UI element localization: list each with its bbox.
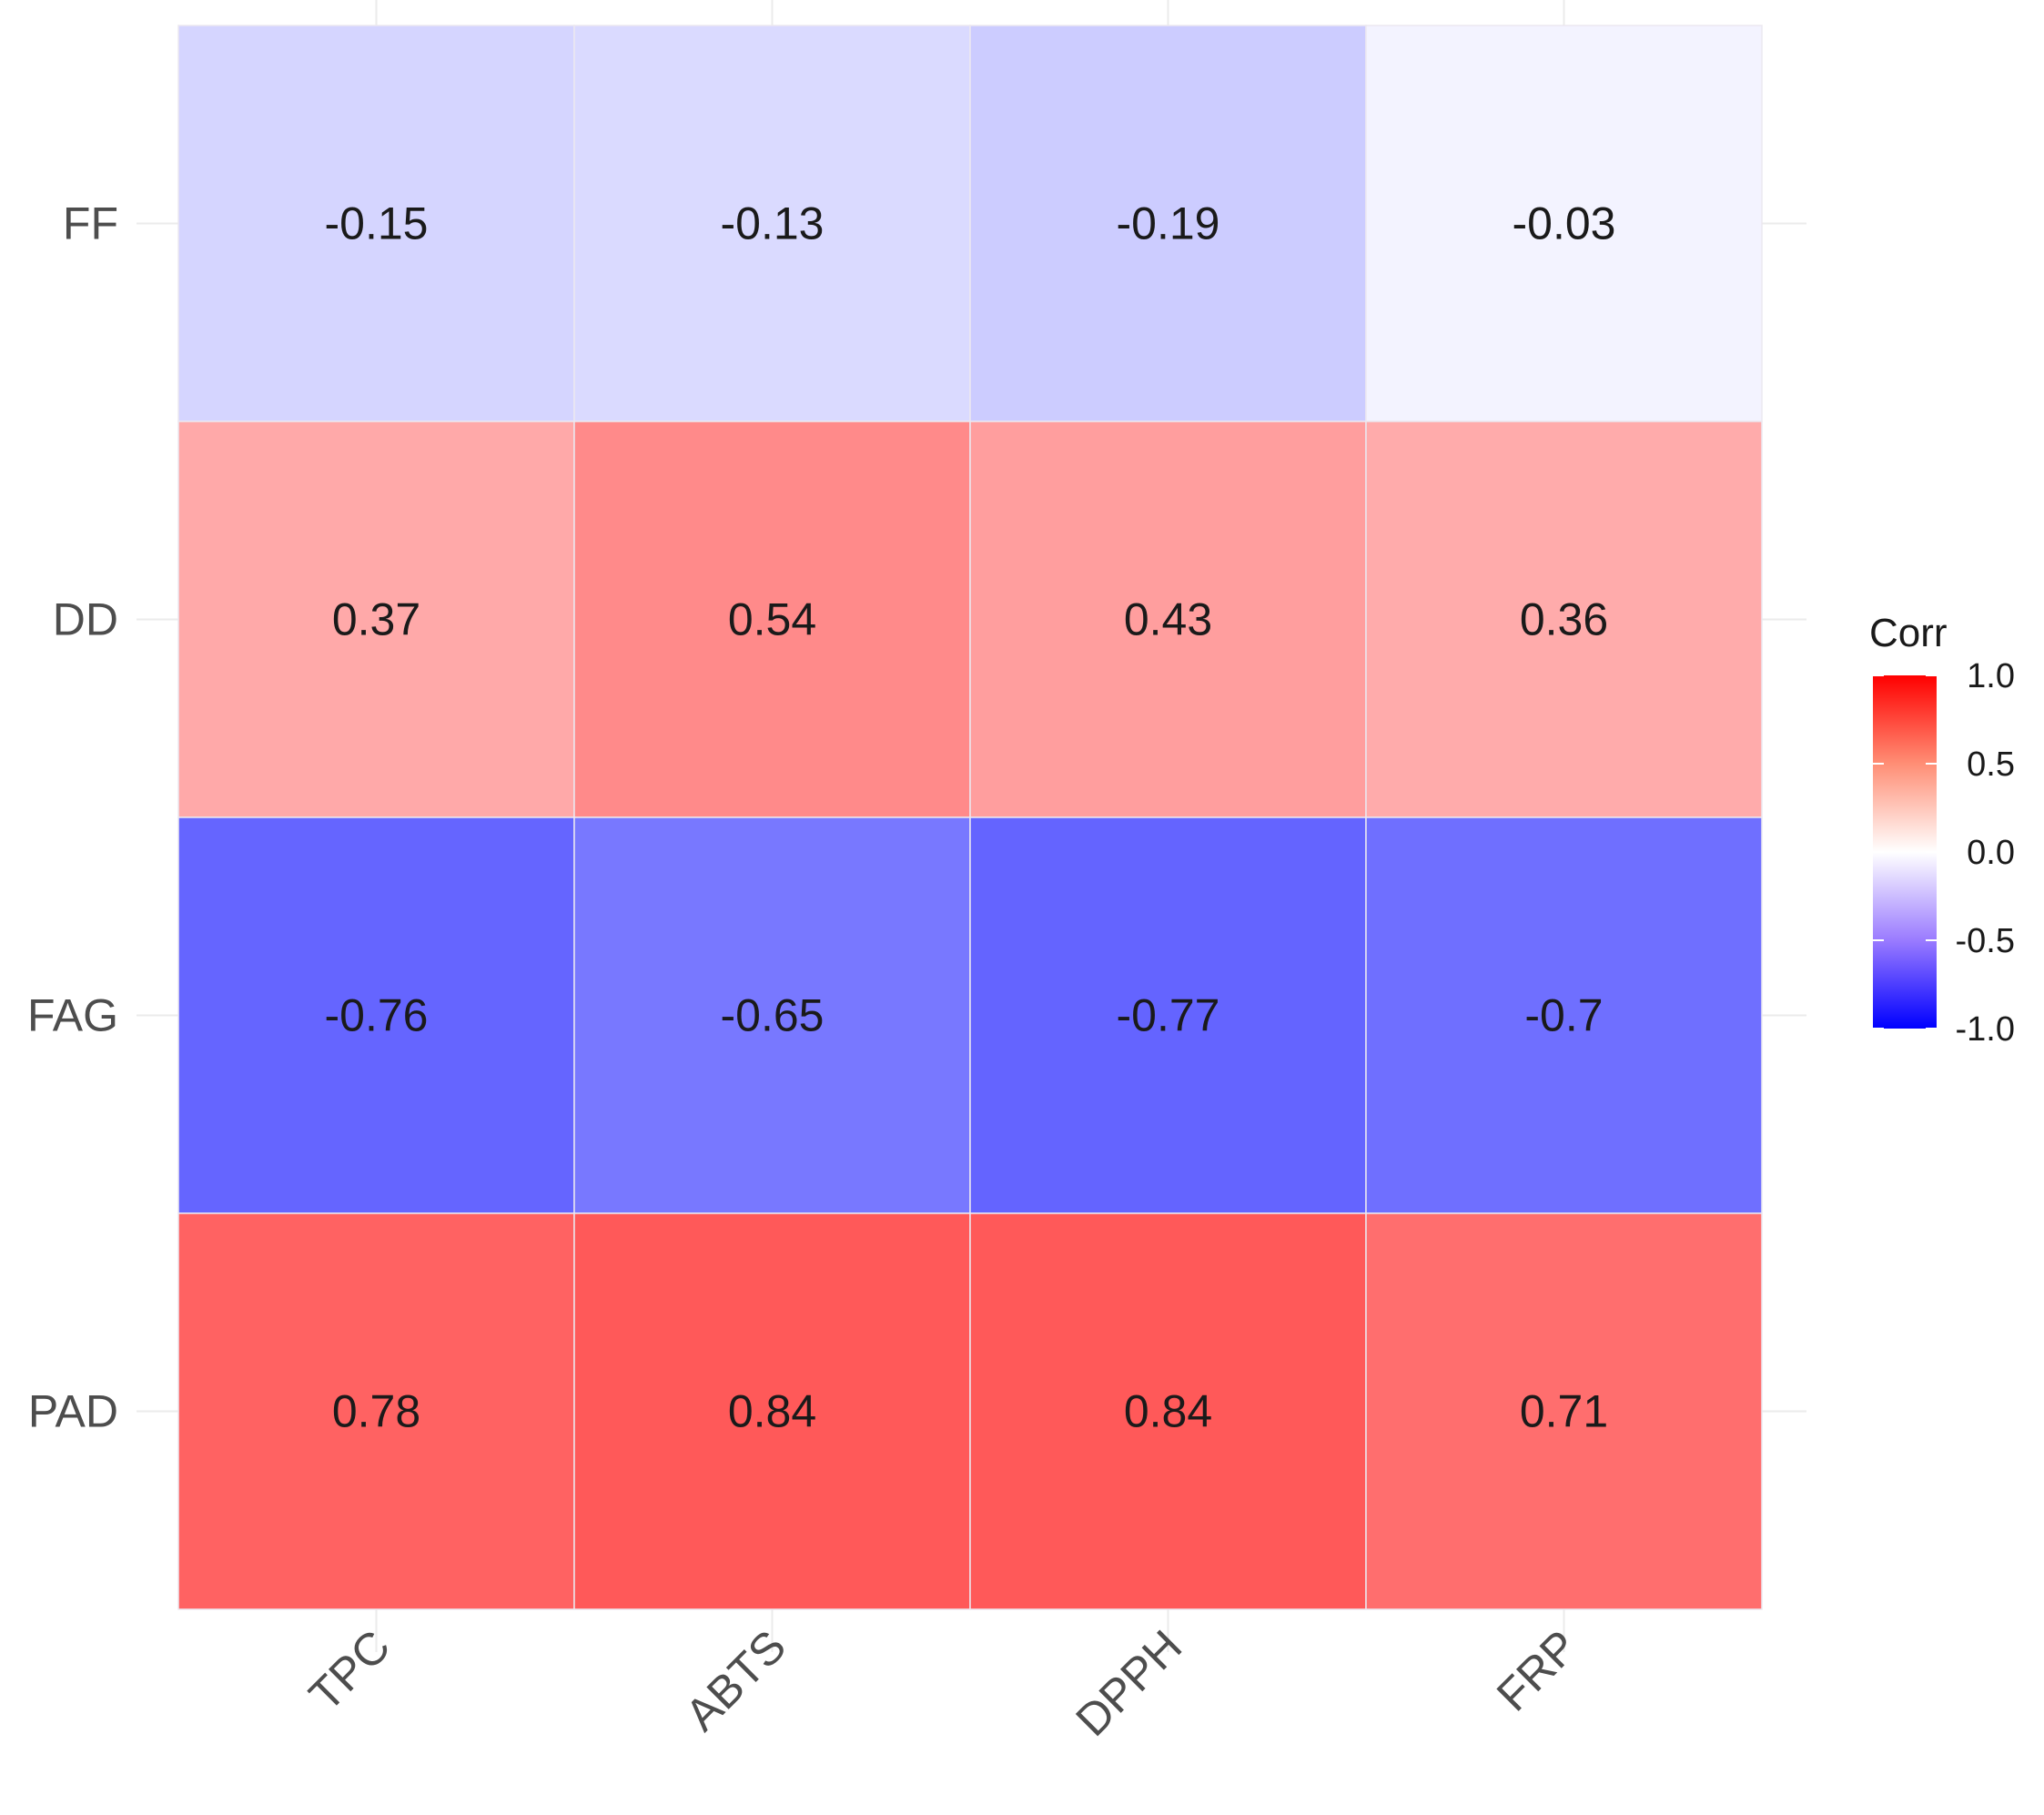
y-axis-label: PAD	[28, 1386, 118, 1437]
heatmap-cell	[1365, 1212, 1763, 1610]
legend-tick-label: -1.0	[1956, 1010, 2015, 1049]
heatmap-cells: -0.15 -0.13 -0.19 -0.03 0.37 0.54 0.43 0.36 -0.7…	[177, 25, 1763, 1610]
cell-value-label: -0.15	[325, 198, 429, 249]
cell-value-label: 0.54	[728, 594, 816, 645]
y-axis-labels: FF DD FAG PAD	[27, 198, 118, 1437]
cell-value-label: -0.65	[721, 990, 825, 1041]
color-legend: Corr 1.0 0.5 0.0 -0.5 -1.0	[1869, 611, 2015, 1049]
cell-value-label: 0.84	[728, 1386, 816, 1437]
heatmap-cell	[1365, 421, 1763, 818]
x-axis-label: ABTS	[675, 1620, 795, 1740]
legend-title: Corr	[1869, 611, 1948, 655]
cell-value-label: 0.43	[1124, 594, 1212, 645]
heatmap-cell	[969, 816, 1367, 1214]
legend-tick-label: 1.0	[1967, 657, 2015, 695]
cell-value-label: 0.36	[1520, 594, 1608, 645]
x-axis-label: FRP	[1487, 1620, 1587, 1720]
y-axis-label: DD	[53, 594, 118, 645]
cell-value-label: -0.19	[1117, 198, 1220, 249]
x-axis-labels: TPC ABTS DPPH FRP	[299, 1620, 1587, 1746]
cell-value-label: -0.7	[1524, 990, 1603, 1041]
x-axis-label: DPPH	[1066, 1620, 1191, 1746]
cell-value-label: -0.13	[721, 198, 825, 249]
y-axis-label: FAG	[27, 990, 118, 1041]
y-axis-label: FF	[63, 198, 118, 249]
heatmap-cell	[969, 25, 1367, 422]
heatmap-cell	[177, 421, 575, 818]
legend-ticks: 1.0 0.5 0.0 -0.5 -1.0	[1873, 657, 2015, 1049]
cell-value-label: 0.84	[1124, 1386, 1212, 1437]
cell-value-label: -0.03	[1513, 198, 1616, 249]
x-axis-label: TPC	[299, 1620, 400, 1720]
heatmap-cell	[1365, 816, 1763, 1214]
heatmap-cell	[573, 25, 971, 422]
heatmap-cell	[177, 1212, 575, 1610]
cell-value-label: 0.71	[1520, 1386, 1608, 1437]
heatmap-cell	[573, 1212, 971, 1610]
heatmap-cell	[177, 25, 575, 422]
legend-tick-label: -0.5	[1956, 922, 2015, 960]
heatmap-cell	[969, 421, 1367, 818]
legend-tick-label: 0.0	[1967, 834, 2015, 872]
heatmap-cell	[969, 1212, 1367, 1610]
heatmap-cell	[1365, 25, 1763, 422]
cell-value-label: -0.77	[1117, 990, 1220, 1041]
legend-tick-label: 0.5	[1967, 745, 2015, 784]
cell-value-label: 0.37	[332, 594, 420, 645]
cell-value-label: -0.76	[325, 990, 429, 1041]
cell-value-label: 0.78	[332, 1386, 420, 1437]
heatmap-cell	[573, 421, 971, 818]
